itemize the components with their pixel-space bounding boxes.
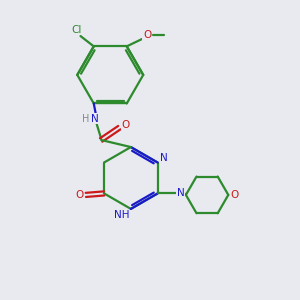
Text: O: O	[231, 190, 239, 200]
Text: N: N	[160, 153, 168, 163]
Text: NH: NH	[114, 210, 129, 220]
Text: O: O	[75, 190, 83, 200]
Text: O: O	[143, 31, 151, 40]
Text: N: N	[177, 188, 184, 198]
Text: H: H	[82, 114, 89, 124]
Text: N: N	[92, 114, 99, 124]
Text: Cl: Cl	[71, 25, 81, 34]
Text: O: O	[121, 120, 129, 130]
